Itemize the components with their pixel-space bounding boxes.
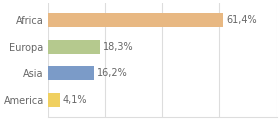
Text: 18,3%: 18,3% bbox=[103, 42, 134, 52]
Bar bbox=[48, 66, 94, 80]
Bar bbox=[48, 13, 223, 27]
Text: 61,4%: 61,4% bbox=[226, 15, 257, 25]
Text: 4,1%: 4,1% bbox=[62, 95, 87, 105]
Text: 16,2%: 16,2% bbox=[97, 68, 128, 78]
Bar bbox=[48, 40, 100, 54]
Bar bbox=[48, 93, 60, 107]
